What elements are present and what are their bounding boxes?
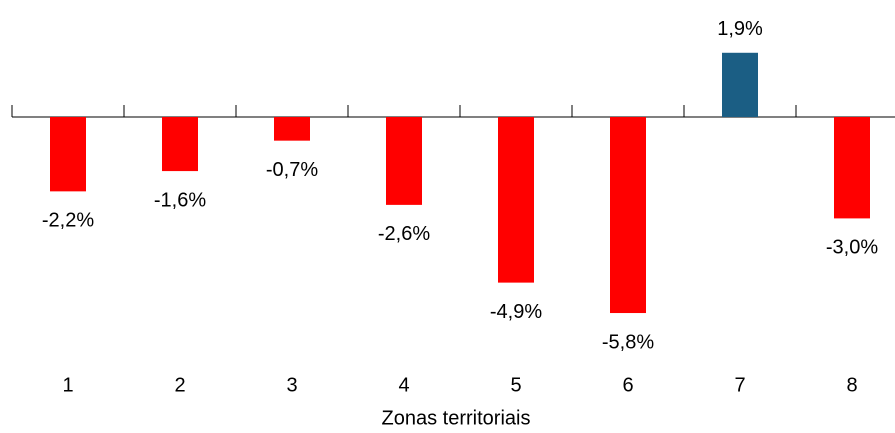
bar	[498, 117, 534, 283]
x-tick-label: 7	[734, 374, 745, 396]
value-label: 1,9%	[717, 18, 763, 40]
x-tick-label: 1	[62, 374, 73, 396]
value-label: -3,0%	[826, 237, 878, 259]
value-label: -2,6%	[378, 223, 430, 245]
bar	[722, 52, 758, 117]
x-tick-label: 4	[398, 374, 409, 396]
x-tick-label: 3	[286, 374, 297, 396]
bar	[834, 117, 870, 219]
value-label: -2,2%	[42, 210, 94, 232]
value-label: -1,6%	[154, 189, 206, 211]
x-axis-label: Zonas territoriais	[382, 407, 531, 429]
bar	[50, 117, 86, 192]
x-tick-label: 2	[174, 374, 185, 396]
value-label: -4,9%	[490, 301, 542, 323]
x-tick-label: 8	[846, 374, 857, 396]
value-label: -0,7%	[266, 159, 318, 181]
x-tick-label: 6	[622, 374, 633, 396]
bar	[274, 117, 310, 141]
bar	[610, 117, 646, 314]
value-label: -5,8%	[602, 331, 654, 353]
bar	[162, 117, 198, 172]
x-tick-label: 5	[510, 374, 521, 396]
bar	[386, 117, 422, 205]
